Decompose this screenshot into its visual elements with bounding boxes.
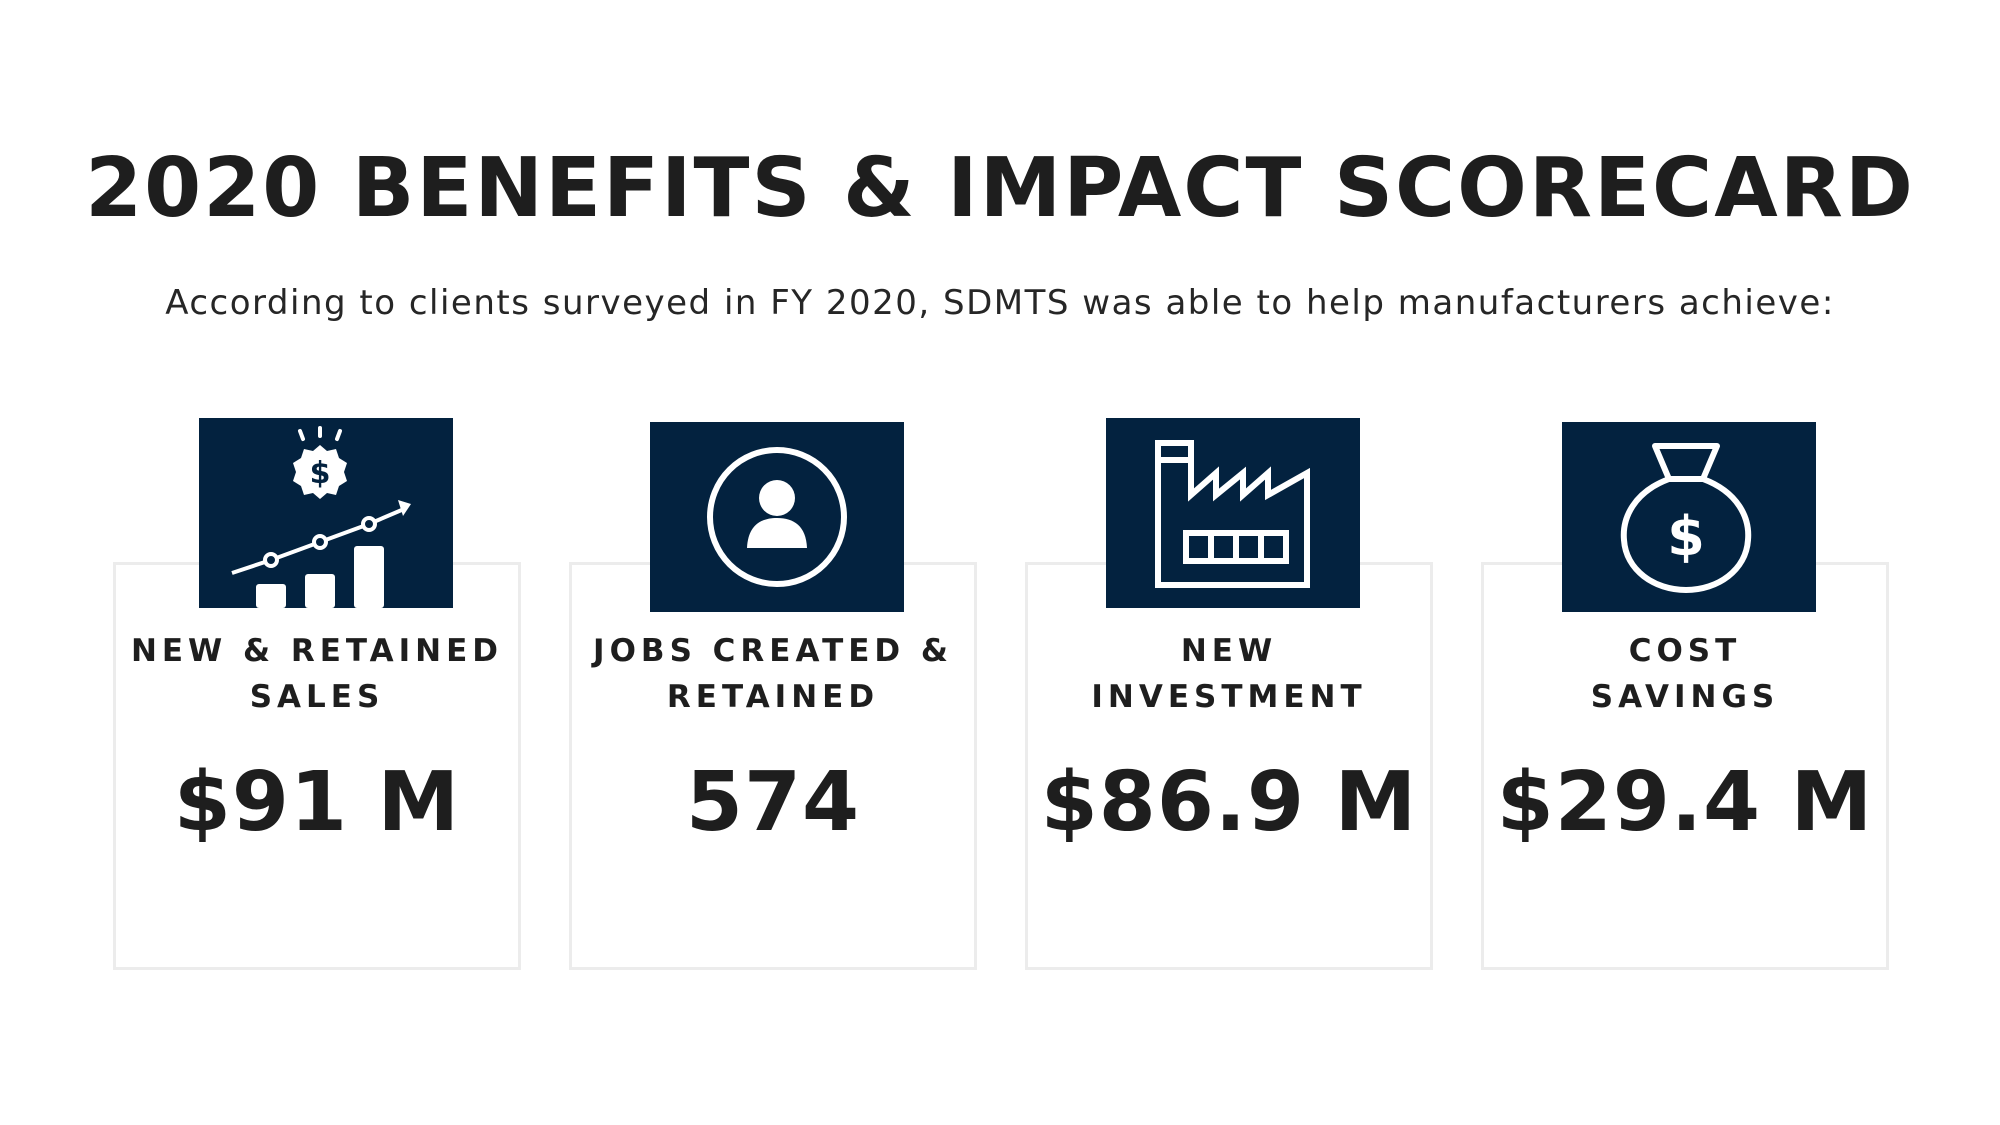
page-subtitle: According to clients surveyed in FY 2020… <box>165 283 1835 323</box>
money-bag-icon: $ <box>1562 422 1816 612</box>
metric-value: $29.4 M <box>1496 755 1874 850</box>
metric-card-investment <box>1025 562 1433 970</box>
metric-value: $91 M <box>173 755 461 850</box>
metric-card-sales <box>113 562 521 970</box>
metric-label: JOBS CREATED & RETAINED <box>593 633 953 715</box>
metric-value: $86.9 M <box>1040 755 1418 850</box>
factory-icon <box>1106 418 1360 608</box>
svg-text:$: $ <box>310 456 331 491</box>
metric-value: 574 <box>685 755 861 850</box>
metric-label: NEW & RETAINED SALES <box>130 633 504 715</box>
metric-label: COST SAVINGS <box>1590 633 1780 715</box>
metric-card-savings <box>1481 562 1889 970</box>
sales-growth-chart-icon: $ <box>199 418 453 608</box>
svg-text:$: $ <box>1667 505 1705 568</box>
page-title: 2020 BENEFITS & IMPACT SCORECARD <box>85 141 1915 236</box>
person-icon <box>650 422 904 612</box>
metric-label: NEW INVESTMENT <box>1091 633 1367 715</box>
